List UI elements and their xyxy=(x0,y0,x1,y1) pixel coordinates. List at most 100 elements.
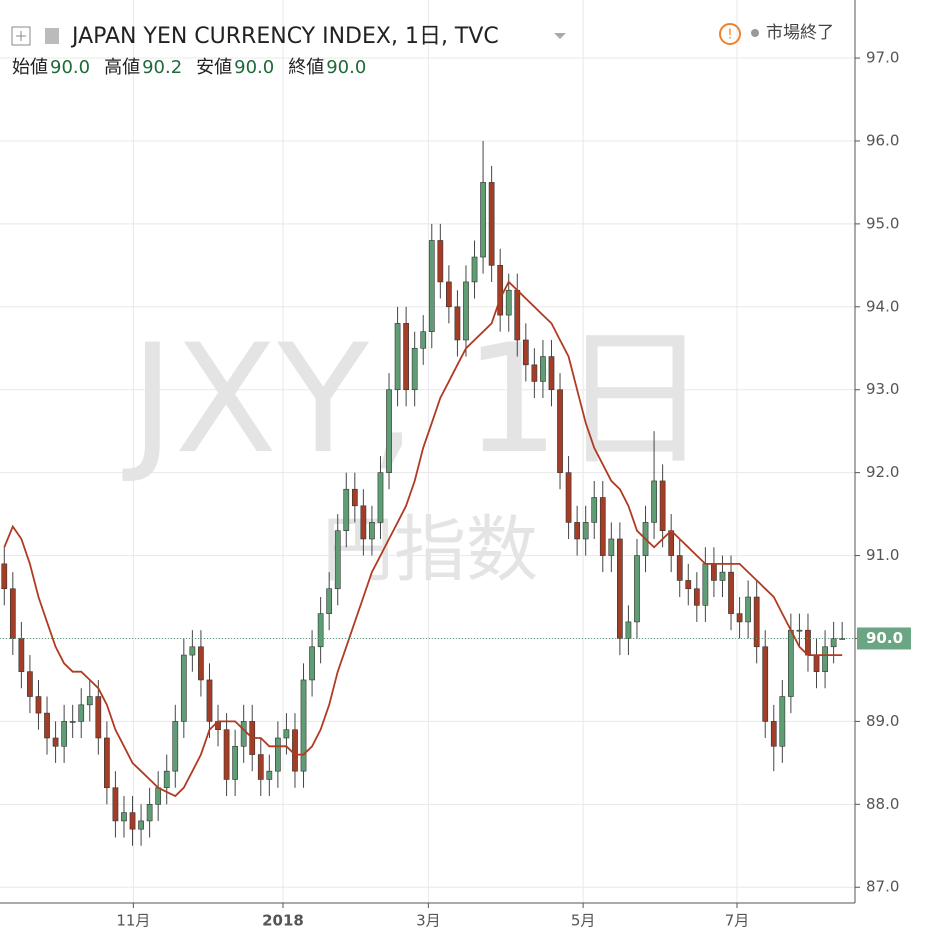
x-tick-label: 2018 xyxy=(262,912,304,930)
ohlc-value: 90.0 xyxy=(326,57,366,78)
alert-icon-mark: ! xyxy=(727,28,732,43)
candle-body xyxy=(351,488,358,507)
candle-body xyxy=(762,646,769,722)
candle-body xyxy=(9,588,16,639)
candle-body xyxy=(52,737,59,747)
ohlc-name: 終値 xyxy=(288,57,324,78)
candle-body xyxy=(454,306,461,341)
candle-body xyxy=(61,721,67,747)
candle-body xyxy=(360,505,367,540)
dropdown-icon[interactable] xyxy=(554,33,566,39)
candle-body xyxy=(540,356,546,382)
candle-body xyxy=(343,488,350,531)
ohlc-name: 安値 xyxy=(196,57,232,78)
ohlc-value: 90.2 xyxy=(142,57,182,78)
candle-body xyxy=(386,389,392,473)
candle-body xyxy=(198,646,204,681)
candle-body xyxy=(163,770,170,789)
alert-icon[interactable] xyxy=(719,23,741,45)
candle-body xyxy=(625,621,632,639)
y-tick-label: 92.0 xyxy=(866,463,899,481)
x-tick-label: 7月 xyxy=(725,912,750,930)
candle-body xyxy=(95,696,102,739)
candle-body xyxy=(223,729,230,780)
candle-body xyxy=(121,812,127,822)
y-tick-label: 87.0 xyxy=(866,878,899,896)
candle-body xyxy=(591,497,598,523)
candle-body xyxy=(676,555,683,581)
candle-body xyxy=(266,770,273,780)
candle-body xyxy=(232,745,238,780)
candle-body xyxy=(86,696,93,706)
last-price-box xyxy=(857,627,911,650)
candle-body xyxy=(608,538,615,556)
candle-body xyxy=(129,812,136,830)
candle-body xyxy=(104,737,110,789)
candle-body xyxy=(1,563,8,590)
plot xyxy=(0,140,855,846)
x-tick-label: 3月 xyxy=(416,912,441,930)
candle-body xyxy=(334,530,341,590)
candle-body xyxy=(505,289,512,316)
ohlc-name: 高値 xyxy=(104,57,140,78)
candle-body xyxy=(659,480,666,531)
expand-icon-cross xyxy=(16,31,26,41)
title: JAPAN YEN CURRENCY INDEX, 1日, TVC xyxy=(70,24,499,49)
candle-body xyxy=(497,265,504,316)
candle-body xyxy=(27,671,33,697)
watermark-sub: 円指数 xyxy=(322,508,538,592)
x-tick-label: 11月 xyxy=(116,912,150,930)
candle-body xyxy=(18,638,25,672)
candle-body xyxy=(599,497,606,556)
grid xyxy=(0,0,855,903)
flag-icon xyxy=(45,28,59,44)
candle-body xyxy=(839,638,846,640)
moving-average xyxy=(3,280,843,798)
axes: 87.0 88.0 89.0 90.0 91.0 92.0 93.0 94.0 95.0 96.0… xyxy=(116,49,911,930)
status-dot xyxy=(751,29,759,37)
candle-body xyxy=(463,281,469,341)
candle-body xyxy=(206,679,213,722)
candle-body xyxy=(557,389,563,473)
candle-body xyxy=(471,256,478,283)
candle-body xyxy=(44,712,50,739)
candle-body xyxy=(711,563,717,581)
candle-body xyxy=(411,347,418,391)
y-tick-label: 89.0 xyxy=(866,712,899,730)
status: 市場終了 xyxy=(766,23,834,43)
ohlc-value: 90.0 xyxy=(50,57,90,78)
candle-body xyxy=(180,654,187,722)
candle-body xyxy=(745,596,751,623)
candle-body xyxy=(770,721,777,747)
y-tick-label: 97.0 xyxy=(866,49,899,67)
candle-body xyxy=(189,646,196,656)
candle-body xyxy=(617,538,623,639)
ohlc-value: 90.0 xyxy=(234,57,274,78)
expand-icon[interactable] xyxy=(11,26,31,46)
candle-body xyxy=(822,646,828,672)
candle-body xyxy=(172,721,179,772)
candle-body xyxy=(574,522,580,540)
candle-body xyxy=(300,679,307,772)
candle-body xyxy=(634,555,640,623)
last-price-label: 90.0 xyxy=(866,629,903,647)
candle-body xyxy=(78,704,85,722)
candle-body xyxy=(369,522,375,540)
y-tick-label: 94.0 xyxy=(866,297,899,315)
y-tick-label: 88.0 xyxy=(866,795,899,813)
candle-body xyxy=(514,289,521,341)
candle-body xyxy=(377,472,384,523)
candle-body xyxy=(257,754,264,780)
candle-body xyxy=(531,364,538,382)
candle-body xyxy=(403,323,409,391)
candle-body xyxy=(685,580,692,590)
candle-body xyxy=(728,571,734,614)
candle-body xyxy=(155,787,162,805)
candle-body xyxy=(488,182,495,266)
candle-body xyxy=(693,588,700,606)
y-tick-label: 91.0 xyxy=(866,546,899,564)
candle-body xyxy=(283,729,290,739)
candle-body xyxy=(35,696,42,714)
